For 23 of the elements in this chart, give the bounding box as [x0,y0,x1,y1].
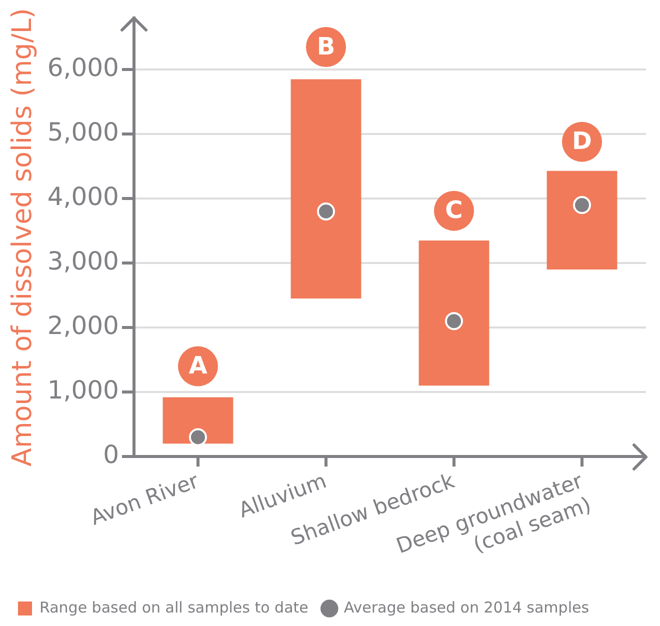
bar [418,240,490,386]
annotation: D [572,127,592,156]
y-tick-label: 1,000 [47,376,119,405]
bar [546,170,618,270]
x-tick-label: Avon River [87,468,202,530]
y-tick-label: 4,000 [47,182,119,212]
legend-label: Range based on all samples to date [40,598,308,616]
point [444,312,463,330]
annotation: A [188,351,208,380]
point [188,428,207,446]
point [572,196,591,214]
bar [290,79,362,299]
bar [162,397,234,444]
legend-label: Average based on 2014 samples [344,598,590,616]
y-tick-label: 6,000 [47,53,119,82]
y-tick-label: 0 [103,440,119,470]
annotation: C [445,196,463,224]
y-axis-title: Amount of dissolved solids (mg/L) [7,8,38,466]
point [316,202,335,220]
y-tick-label: 3,000 [47,246,119,276]
y-tick-label: 5,000 [47,118,119,147]
y-tick-label: 2,000 [47,311,119,340]
annotation: B [316,32,336,60]
